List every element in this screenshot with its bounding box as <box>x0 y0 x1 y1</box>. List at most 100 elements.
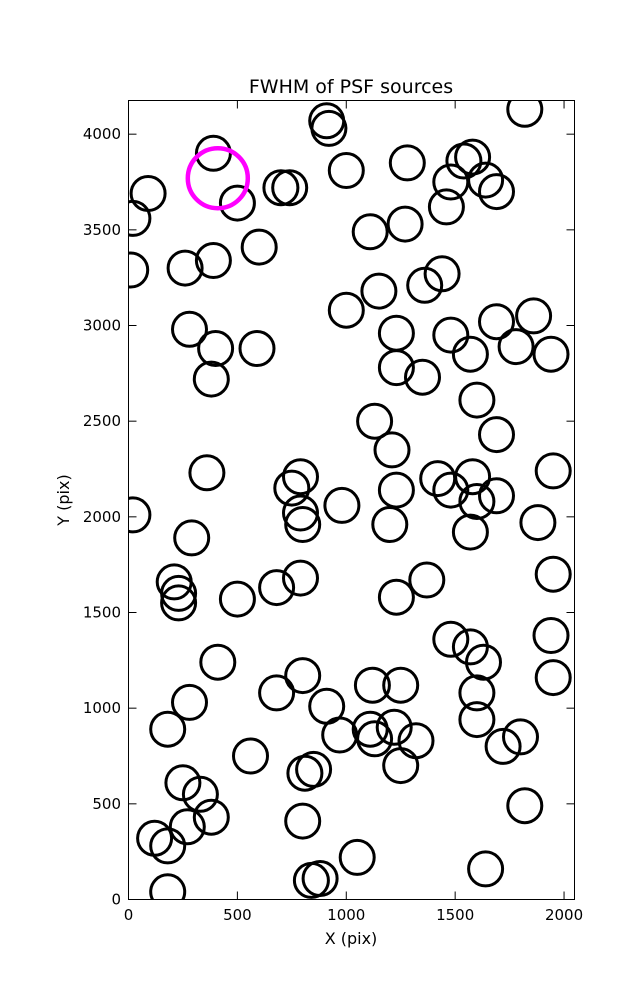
psf-source-marker <box>327 152 365 189</box>
psf-source-marker <box>519 504 557 542</box>
psf-source-marker <box>445 142 483 180</box>
plot-frame <box>128 100 575 900</box>
psf-source-marker <box>388 144 426 182</box>
psf-source-marker <box>432 620 470 658</box>
psf-source-marker <box>194 242 232 279</box>
y-tick-label: 1000 <box>83 699 121 717</box>
x-axis-label: X (pix) <box>325 929 378 948</box>
psf-source-marker <box>284 506 322 543</box>
psf-source-marker <box>451 513 489 551</box>
x-axis: 0 500 1000 1500 2000 <box>124 100 583 924</box>
psf-source-marker <box>295 750 333 788</box>
psf-source-marker <box>515 297 553 335</box>
psf-source-marker <box>282 494 319 532</box>
psf-source-marker <box>327 291 365 329</box>
x-tick-label: 500 <box>223 906 252 924</box>
psf-source-marker <box>377 578 415 616</box>
psf-source-marker <box>149 710 187 748</box>
chart-title: FWHM of PSF sources <box>249 76 453 98</box>
psf-source-marker <box>371 506 409 543</box>
psf-source-marker <box>171 683 208 721</box>
psf-source-marker <box>166 249 204 287</box>
psf-source-marker <box>136 819 174 857</box>
psf-source-marker <box>273 469 311 507</box>
psf-source-marker <box>377 349 415 387</box>
psf-source-marker <box>478 303 515 341</box>
psf-source-marker <box>502 718 539 756</box>
psf-source-marker <box>338 838 376 876</box>
psf-source-marker <box>351 213 389 251</box>
psf-source-marker <box>467 850 505 888</box>
psf-source-marker <box>404 358 441 396</box>
psf-source-marker <box>353 666 391 704</box>
psf-source-marker <box>149 873 187 900</box>
psf-source-marker <box>188 454 226 492</box>
psf-source-marker <box>321 716 359 754</box>
psf-source-marker <box>408 561 446 599</box>
psf-source-marker <box>173 519 211 557</box>
psf-source-marker <box>258 674 296 712</box>
psf-source-marker <box>149 827 187 865</box>
psf-source-marker <box>377 314 415 352</box>
psf-source-marker <box>432 316 470 354</box>
psf-source-marker <box>454 458 492 496</box>
psf-source-marker <box>168 808 206 846</box>
psf-source-marker <box>258 569 296 607</box>
y-tick-label: 500 <box>92 795 121 813</box>
psf-source-marker <box>271 169 309 207</box>
psf-source-marker <box>160 584 198 622</box>
psf-source-marker <box>356 720 394 758</box>
psf-source-marker <box>129 175 167 212</box>
psf-source-marker <box>386 205 424 243</box>
psf-source-marker <box>218 184 256 222</box>
psf-source-marker <box>232 737 269 775</box>
psf-source-marker <box>282 458 319 496</box>
psf-source-marker <box>197 330 235 367</box>
psf-source-marker <box>458 701 496 739</box>
psf-source-marker <box>458 381 496 419</box>
psf-source-marker <box>373 431 411 469</box>
psf-source-marker <box>218 580 256 618</box>
psf-source-marker <box>465 643 502 681</box>
psf-source-marker <box>284 657 322 695</box>
psf-source-marker <box>262 169 300 207</box>
y-tick-label: 1500 <box>83 604 121 622</box>
psf-source-marker <box>478 477 515 515</box>
psf-source-marker <box>301 860 339 897</box>
y-tick-label: 3000 <box>83 317 121 335</box>
psf-source-marker <box>458 674 496 712</box>
psf-source-marker <box>128 199 152 237</box>
y-axis: 0 500 1000 1500 2000 2500 3000 3500 4000 <box>83 125 575 909</box>
psf-source-marker <box>171 310 208 348</box>
psf-source-marker <box>128 496 152 534</box>
y-axis-label: Y (pix) <box>54 474 73 526</box>
psf-source-marker <box>532 335 570 373</box>
psf-source-marker <box>432 471 470 509</box>
psf-source-marker <box>534 555 572 593</box>
psf-source-marker <box>192 798 230 836</box>
psf-source-marker <box>451 335 489 373</box>
psf-source-marker <box>160 574 198 612</box>
x-tick-label: 1500 <box>436 906 474 924</box>
psf-source-marker <box>478 173 515 211</box>
y-tick-label: 3500 <box>83 221 121 239</box>
psf-source-marker <box>323 486 361 524</box>
y-tick-label: 0 <box>111 891 121 909</box>
highlighted-source-marker <box>185 145 251 211</box>
plot-area <box>128 100 572 900</box>
psf-source-marker <box>282 559 319 597</box>
psf-source-marker <box>534 659 572 697</box>
psf-source-marker <box>506 787 544 825</box>
psf-source-marker <box>128 251 150 289</box>
x-tick-label: 1000 <box>327 906 365 924</box>
psf-source-marker <box>356 402 394 440</box>
y-tick-label: 4000 <box>83 125 121 143</box>
psf-source-marker <box>484 727 522 765</box>
y-tick-label: 2000 <box>83 508 121 526</box>
psf-source-marker <box>181 775 219 813</box>
psf-source-marker <box>382 666 420 704</box>
psf-source-marker <box>192 360 230 398</box>
psf-source-marker <box>284 802 322 840</box>
y-tick-label: 2500 <box>83 412 121 430</box>
